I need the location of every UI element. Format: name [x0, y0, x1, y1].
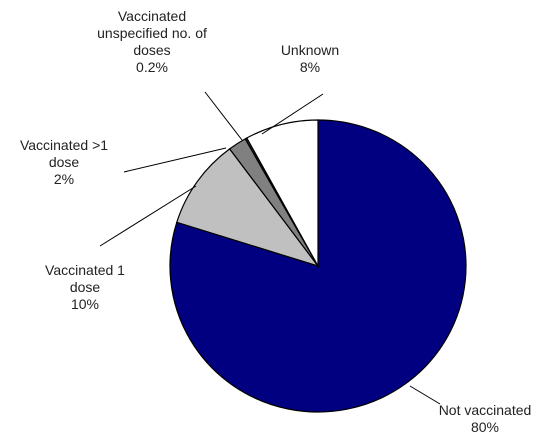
pie-slice [176, 148, 320, 268]
value-label: 2% [53, 171, 75, 187]
slice-label: Unknown 8% [260, 42, 360, 76]
value-label: 10% [70, 296, 100, 312]
leader-lines [99, 91, 441, 405]
slice-label: Vaccinated 1 dose 10% [35, 262, 135, 313]
pie-slice [246, 119, 319, 269]
slice-label: Not vaccinated 80% [420, 402, 550, 436]
category-label: Not vaccinated [438, 402, 532, 418]
category-label: Vaccinated 1 dose [45, 262, 125, 295]
slice-label: Vaccinated unspecified no. of doses 0.2% [92, 8, 212, 76]
category-label: Unknown [280, 42, 340, 58]
slice-label: Vaccinated >1 dose 2% [5, 137, 123, 188]
category-label: Vaccinated unspecified no. of doses [97, 8, 207, 58]
category-label: Vaccinated >1 dose [19, 137, 109, 170]
value-label: 8% [299, 59, 321, 75]
leader-line [409, 385, 441, 405]
value-label: 80% [470, 419, 500, 435]
value-label: 0.2% [136, 59, 168, 75]
leader-line [123, 147, 227, 173]
leader-line [204, 91, 243, 141]
leader-line [261, 93, 324, 135]
leader-line [99, 185, 197, 247]
